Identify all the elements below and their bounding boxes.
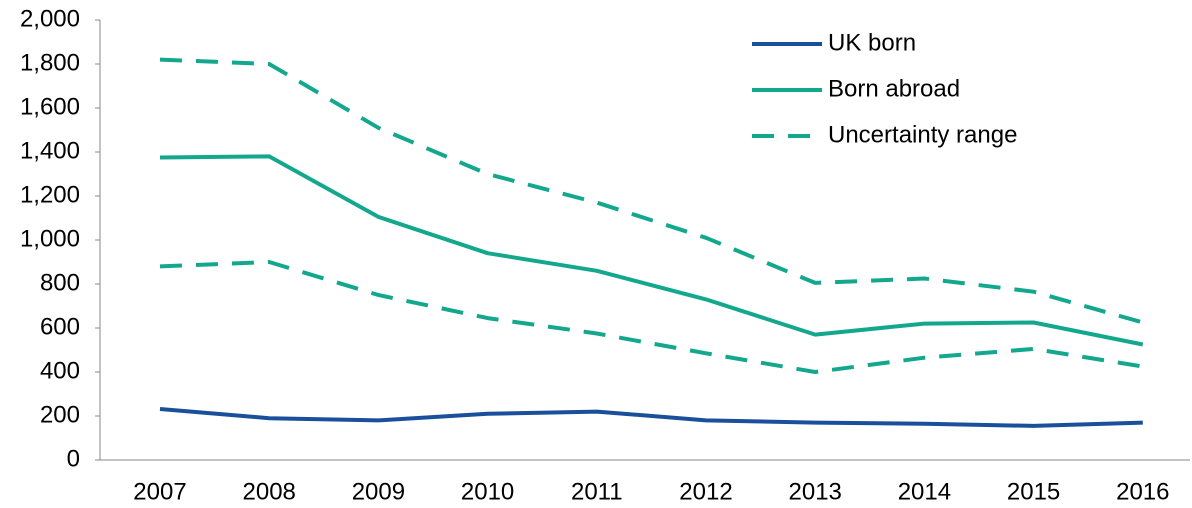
y-tick-label: 400 <box>40 357 80 384</box>
series-line <box>159 406 1143 428</box>
x-tick-label: 2010 <box>461 478 514 505</box>
x-tick-label: 2012 <box>679 478 732 505</box>
uncertainty-lower <box>159 260 1144 374</box>
x-tick-label: 2008 <box>243 478 296 505</box>
y-tick-label: 1,800 <box>20 49 80 76</box>
series-line <box>159 154 1144 347</box>
legend-label: Uncertainty range <box>828 121 1017 148</box>
y-tick-label: 1,400 <box>20 137 80 164</box>
x-tick-label: 2014 <box>898 478 951 505</box>
x-tick-label: 2016 <box>1116 478 1169 505</box>
y-tick-label: 0 <box>67 445 80 472</box>
x-tick-label: 2011 <box>571 478 623 505</box>
y-tick-label: 600 <box>40 313 80 340</box>
x-tick-label: 2013 <box>789 478 842 505</box>
x-tick-label: 2015 <box>1007 478 1060 505</box>
y-tick-label: 800 <box>40 269 80 296</box>
uncertainty-upper <box>159 57 1144 325</box>
x-tick-label: 2009 <box>352 478 405 505</box>
legend-label: Born abroad <box>828 75 960 102</box>
y-tick-label: 1,000 <box>20 225 80 252</box>
y-tick-label: 1,600 <box>20 93 80 120</box>
y-tick-label: 2,000 <box>20 5 80 32</box>
x-tick-label: 2007 <box>133 478 186 505</box>
y-tick-label: 1,200 <box>20 181 80 208</box>
y-tick-label: 200 <box>40 401 80 428</box>
legend-label: UK born <box>828 29 916 56</box>
